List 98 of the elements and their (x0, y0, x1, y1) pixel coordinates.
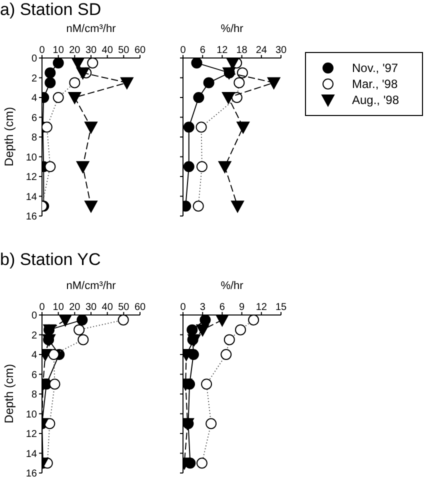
point (52, 92, 64, 103)
point (226, 58, 240, 70)
point (183, 161, 194, 172)
x-tick-label: 20 (69, 45, 81, 56)
y-tick-label: 6 (31, 112, 38, 124)
x-tick-label: 50 (118, 302, 130, 313)
x-tick-label: 40 (102, 45, 114, 56)
x-tick-label: 24 (256, 45, 268, 56)
point (206, 418, 217, 430)
point (68, 92, 82, 104)
point (120, 77, 134, 90)
x-tick-label: 0 (180, 302, 186, 313)
x-tick-label: 60 (134, 302, 146, 313)
y-tick-label: 0 (31, 54, 38, 65)
point (201, 378, 212, 390)
y-tick-label: 10 (26, 152, 38, 164)
chart-title: b) Station YC (0, 250, 101, 270)
x-tick-label: 12 (256, 302, 268, 313)
legend-label: Nov., '97 (352, 61, 398, 75)
point (183, 122, 194, 133)
x-tick-label: 10 (52, 302, 64, 313)
point (118, 315, 129, 326)
point (69, 77, 80, 88)
y-tick-label: 10 (26, 409, 38, 420)
y-tick-label: 16 (26, 212, 38, 223)
point (192, 200, 204, 212)
y-axis-title: Depth (cm) (2, 364, 16, 424)
chart-title: a) Station SD (0, 0, 102, 20)
point (49, 378, 60, 390)
x-tick-label: 6 (219, 302, 226, 313)
point (186, 324, 198, 336)
y-tick-label: 8 (31, 132, 38, 144)
point (236, 122, 250, 134)
point (203, 77, 214, 88)
point (196, 122, 207, 133)
point (193, 92, 204, 103)
x-tick-label: 50 (118, 45, 130, 56)
point (231, 200, 244, 213)
y-tick-label: 4 (31, 350, 38, 362)
point (78, 334, 89, 346)
point (224, 334, 235, 346)
point (191, 58, 202, 68)
y-tick-label: 14 (26, 192, 38, 203)
point (84, 122, 98, 134)
y-tick-label: 16 (26, 468, 38, 480)
y-tick-label: 2 (31, 73, 38, 84)
y-tick-label: 14 (26, 448, 38, 460)
legend-label: Aug., '98 (352, 93, 399, 107)
point (42, 122, 52, 133)
x-tick-label: 10 (52, 45, 64, 56)
y-tick-label: 12 (26, 172, 38, 184)
x-tick-label: 15 (275, 302, 287, 313)
point (222, 92, 235, 104)
x-tick-label: 40 (102, 302, 114, 313)
y-tick-label: 2 (31, 330, 38, 342)
point (44, 161, 56, 172)
y-tick-label: 8 (31, 390, 38, 401)
point (84, 200, 98, 213)
y-tick-label: 12 (26, 429, 38, 440)
y-axis-title: Depth (cm) (2, 107, 16, 166)
x-tick-label: 20 (69, 302, 81, 313)
x-axis-title: %/hr (220, 23, 244, 35)
x-tick-label: 30 (85, 45, 97, 56)
x-tick-label: 9 (239, 302, 246, 313)
x-tick-label: 6 (200, 45, 206, 56)
x-axis-title: nM/cm³/hr (65, 23, 117, 35)
point (218, 161, 232, 174)
x-tick-label: 30 (85, 302, 97, 313)
y-tick-label: 4 (31, 93, 38, 104)
point (234, 324, 246, 336)
point (236, 67, 248, 78)
x-tick-label: 0 (180, 45, 186, 56)
point (76, 315, 88, 326)
x-tick-label: 0 (39, 302, 46, 313)
x-tick-label: 3 (200, 302, 206, 313)
point (267, 77, 280, 90)
point (74, 324, 85, 336)
y-tick-label: 0 (31, 310, 38, 322)
x-axis-title: nM/cm³/hr (65, 280, 117, 292)
point (234, 77, 245, 88)
x-tick-label: 18 (236, 45, 248, 56)
x-tick-label: 12 (216, 45, 228, 56)
x-tick-label: 60 (134, 45, 146, 56)
point (200, 315, 211, 326)
point (196, 458, 208, 469)
x-tick-label: 30 (275, 45, 287, 56)
point (196, 161, 208, 172)
point (48, 349, 60, 360)
y-tick-label: 6 (31, 370, 38, 381)
point (248, 315, 260, 326)
point (220, 349, 232, 360)
point (71, 58, 84, 70)
x-axis-title: %/hr (220, 280, 244, 292)
legend-label: Mar., '98 (352, 77, 398, 91)
point (76, 67, 90, 80)
x-tick-label: 0 (39, 45, 46, 56)
point (76, 161, 90, 174)
point (87, 58, 98, 68)
